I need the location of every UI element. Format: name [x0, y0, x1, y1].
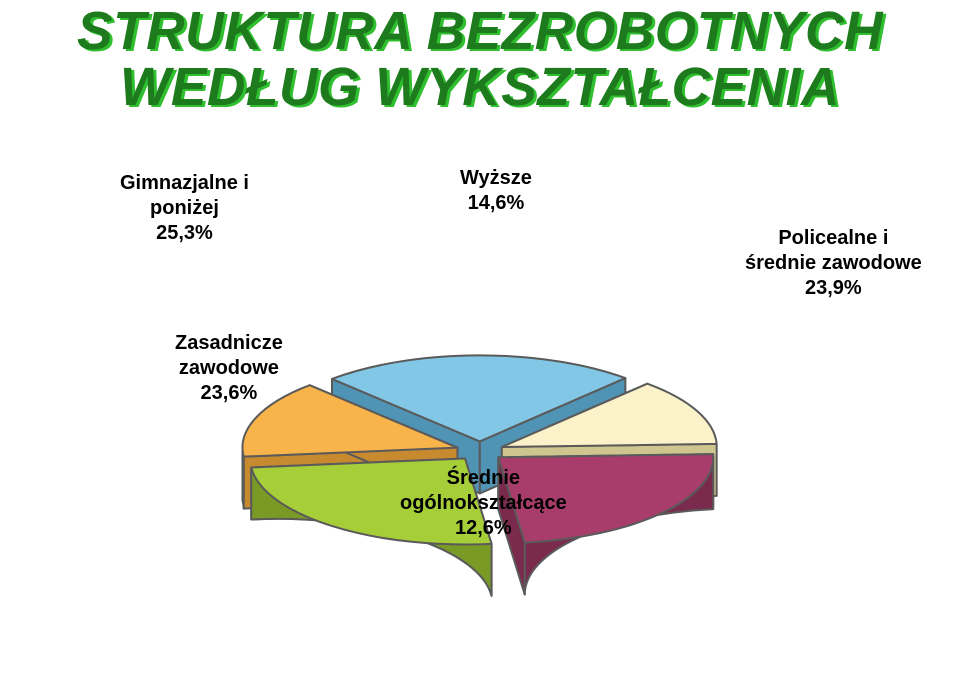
pie-label-zasadnicze: Zasadniczezawodowe23,6%	[175, 331, 283, 406]
title-line-2: WEDŁUG WYKSZTAŁCENIA	[0, 60, 960, 116]
pie-label-policealne: Policealne iśrednie zawodowe23,9%	[745, 226, 922, 301]
pie-chart: Wyższe14,6% Policealne iśrednie zawodowe2…	[0, 116, 960, 676]
title-line-1: STRUKTURA BEZROBOTNYCH	[0, 4, 960, 60]
pie-label-gimnazjalne: Gimnazjalne iponiżej25,3%	[120, 171, 249, 246]
pie-label-srednie_og: Średnieogólnokształcące12,6%	[400, 466, 567, 541]
chart-title: STRUKTURA BEZROBOTNYCH WEDŁUG WYKSZTAŁCE…	[0, 0, 960, 116]
pie-label-wyzsze: Wyższe14,6%	[460, 166, 532, 216]
